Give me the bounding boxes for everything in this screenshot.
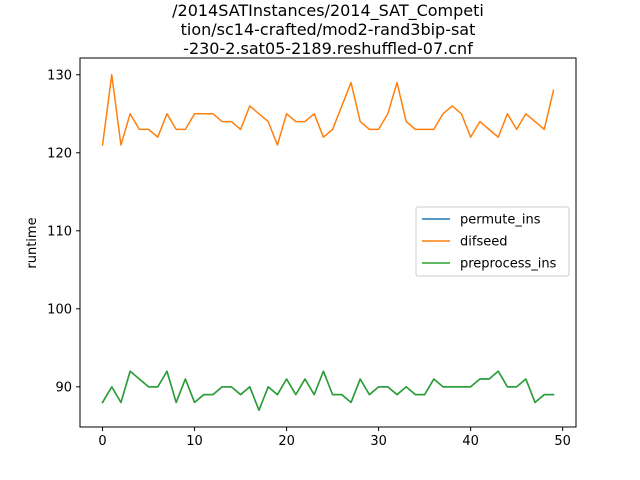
y-tick-label: 110 <box>47 224 72 239</box>
x-axis-ticks: 0 10 20 30 40 50 <box>98 427 571 449</box>
legend-box <box>415 206 570 277</box>
y-axis-ticks: 90 100 110 120 130 <box>47 68 80 395</box>
legend-label-difseed: difseed <box>460 235 507 250</box>
y-tick-label: 90 <box>55 380 72 395</box>
plot-lines <box>101 74 555 411</box>
title-line-3: -230-2.sat05-2189.reshuffled-07.cnf <box>183 39 473 58</box>
x-tick-label: 0 <box>98 434 106 449</box>
legend-label-permute_ins: permute_ins <box>460 213 541 228</box>
y-tick-label: 130 <box>47 68 72 83</box>
x-tick-label: 30 <box>370 434 387 449</box>
chart-title: /2014SATInstances/2014_SAT_Competi tion/… <box>172 1 484 58</box>
series-line-difseed <box>101 74 555 146</box>
x-tick-label: 40 <box>462 434 479 449</box>
x-tick-label: 50 <box>554 434 571 449</box>
series-line-permute_ins <box>101 370 555 411</box>
y-tick-label: 120 <box>47 146 72 161</box>
y-axis-label: runtime <box>25 217 40 268</box>
title-line-1: /2014SATInstances/2014_SAT_Competi <box>172 1 484 21</box>
series-line-preprocess_ins <box>101 370 555 411</box>
x-tick-label: 20 <box>278 434 295 449</box>
legend-label-preprocess_ins: preprocess_ins <box>460 257 557 272</box>
plot-frame <box>79 57 577 428</box>
title-line-2: tion/sc14-crafted/mod2-rand3bip-sat <box>181 20 476 39</box>
y-tick-label: 100 <box>47 302 72 317</box>
x-tick-label: 10 <box>186 434 203 449</box>
